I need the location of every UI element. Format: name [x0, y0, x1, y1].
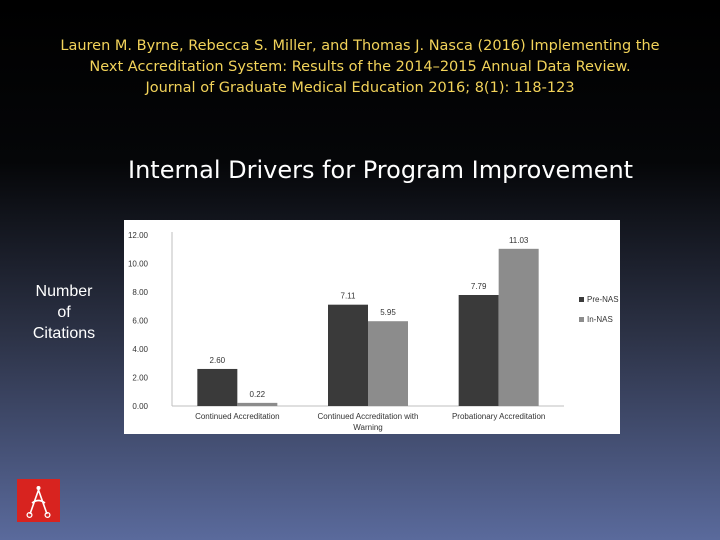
citation-line-3: Journal of Graduate Medical Education 20…: [145, 80, 575, 96]
y-axis-label-line: of: [57, 304, 71, 321]
y-tick-label: 2.00: [132, 374, 148, 383]
logo: [17, 479, 60, 522]
slide-title: Internal Drivers for Program Improvement: [128, 156, 634, 184]
citation: Lauren M. Byrne, Rebecca S. Miller, and …: [20, 36, 700, 99]
legend-swatch: [579, 317, 584, 322]
y-axis-label-line: Citations: [32, 325, 96, 342]
y-tick-label: 8.00: [132, 288, 148, 297]
bar: [328, 304, 368, 406]
data-label: 0.22: [250, 390, 266, 399]
bar: [237, 402, 278, 406]
citation-line-2: Next Accreditation System: Results of th…: [89, 59, 631, 75]
legend-swatch: [579, 297, 584, 302]
x-tick-label: Probationary Accreditation: [452, 412, 545, 421]
bar: [368, 321, 408, 406]
bar: [498, 248, 539, 406]
legend-label: Pre-NAS: [587, 295, 619, 304]
y-axis-label-line: Number: [35, 283, 93, 300]
citation-line-1: Lauren M. Byrne, Rebecca S. Miller, and …: [60, 38, 660, 54]
bar: [197, 368, 238, 406]
x-tick-label: Continued Accreditation with: [318, 412, 419, 421]
caduceus-logo-icon: [26, 486, 51, 519]
bar-chart: 0.00 2.00 4.00 6.00 8.00 10.00 12.00 2.60 0.22 Co…: [128, 231, 619, 432]
y-tick-label: 12.00: [128, 231, 149, 240]
bar: [458, 294, 499, 406]
y-tick-label: 0.00: [132, 402, 148, 411]
legend-label: In-NAS: [587, 315, 613, 324]
y-tick-label: 4.00: [132, 345, 148, 354]
data-label: 7.79: [471, 282, 487, 291]
y-tick-label: 10.00: [128, 260, 149, 269]
x-tick-label: Warning: [353, 423, 383, 432]
data-label: 5.95: [380, 308, 396, 317]
data-label: 2.60: [210, 356, 226, 365]
x-tick-label: Continued Accreditation: [195, 412, 279, 421]
data-label: 7.11: [341, 292, 357, 301]
data-label: 11.03: [509, 236, 529, 245]
y-tick-label: 6.00: [132, 317, 148, 326]
y-axis-label: Number of Citations: [20, 281, 108, 344]
chart: 0.00 2.00 4.00 6.00 8.00 10.00 12.00 2.60 0.22 Co…: [124, 220, 620, 434]
